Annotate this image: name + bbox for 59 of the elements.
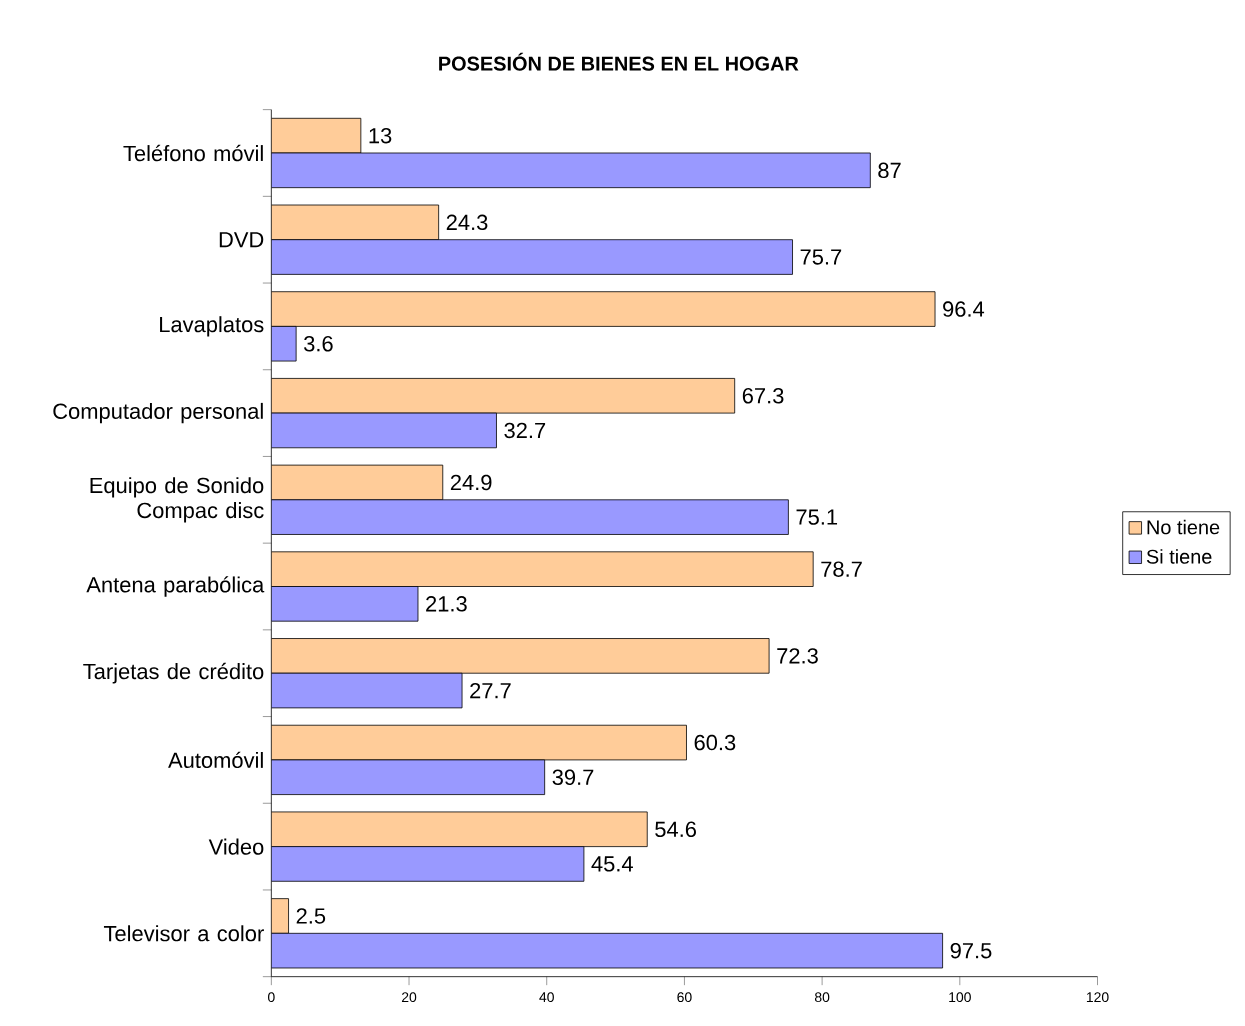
data-label: 3.6 <box>304 335 333 352</box>
x-tick-label: 20 <box>401 992 417 1002</box>
x-tick-label: 100 <box>949 992 971 1002</box>
y-tick-label: Equipo de Sonido Compac disc <box>90 476 264 523</box>
data-label: 39.7 <box>552 769 594 785</box>
data-label: 32.7 <box>504 422 546 438</box>
x-tick-label: 0 <box>267 992 275 1002</box>
data-label: 60.3 <box>694 734 736 751</box>
bar <box>271 759 546 795</box>
data-label: 97.5 <box>950 942 992 959</box>
bar <box>271 932 944 969</box>
y-tick-label: Lavaplatos <box>160 315 264 337</box>
data-label: 78.7 <box>821 561 862 577</box>
data-label: 75.1 <box>796 509 838 525</box>
x-tick-label: 120 <box>1086 992 1109 1002</box>
chart-title: POSESIÓN DE BIENES EN EL HOGAR <box>439 52 799 71</box>
data-label: 75.7 <box>800 249 842 265</box>
y-tick-label: Teléfono móvil <box>123 144 263 161</box>
bar <box>271 239 793 275</box>
data-label: 27.7 <box>470 682 511 698</box>
bar <box>271 898 289 934</box>
bar <box>271 811 648 847</box>
bar <box>271 464 444 500</box>
data-label: 24.3 <box>446 214 488 230</box>
bar <box>271 637 770 674</box>
data-label: 54.6 <box>655 821 696 837</box>
bar <box>271 845 585 882</box>
data-label: 2.5 <box>296 908 326 924</box>
y-tick-label: Antena parabólica <box>86 575 265 597</box>
data-label: 13 <box>369 127 392 144</box>
bar <box>271 551 814 587</box>
legend-label: No tiene <box>1147 519 1220 535</box>
bar <box>271 204 440 240</box>
bar <box>271 412 497 448</box>
legend-label: Si tiene <box>1146 548 1212 564</box>
y-tick-label: Televisor a color <box>103 925 264 942</box>
data-label: 72.3 <box>777 647 818 664</box>
bar <box>271 152 871 188</box>
y-tick-label: Video <box>208 838 264 855</box>
data-label: 96.4 <box>943 301 985 317</box>
bar <box>271 672 463 709</box>
bar <box>271 117 362 154</box>
bar <box>271 377 736 414</box>
x-tick-label: 80 <box>814 992 830 1002</box>
y-tick-label: Tarjetas de crédito <box>83 662 264 684</box>
bar <box>271 499 789 535</box>
data-label: 24.9 <box>450 474 492 490</box>
bar <box>271 724 687 761</box>
data-label: 67.3 <box>742 387 784 404</box>
data-label: 87 <box>878 162 901 178</box>
bar <box>271 585 419 622</box>
bar <box>271 291 936 327</box>
x-tick-label: 60 <box>677 992 692 1002</box>
y-tick-label: Automóvil <box>168 751 263 768</box>
data-label: 21.3 <box>426 595 467 612</box>
y-tick-label: DVD <box>219 231 264 247</box>
y-tick-label: Computador personal <box>53 402 263 424</box>
x-tick-label: 40 <box>539 992 554 1002</box>
data-label: 45.4 <box>591 856 633 872</box>
